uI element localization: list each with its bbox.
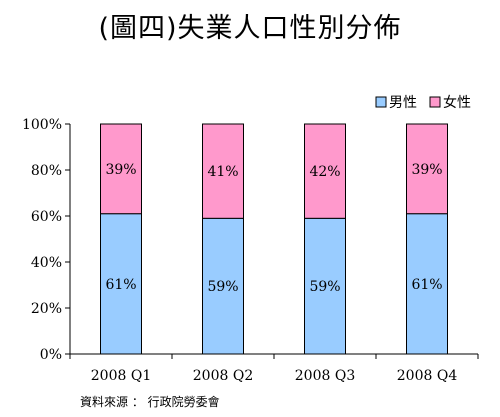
bar-female	[406, 123, 448, 215]
y-tick-label: 100%	[22, 117, 62, 133]
data-label-female: 42%	[309, 164, 340, 180]
source-note: 資料來源 ： 行政院勞委會	[80, 395, 220, 409]
data-label-male: 61%	[411, 277, 442, 293]
data-label-female: 39%	[411, 162, 442, 178]
tick-labels: 0% 20% 40% 60% 80% 100% 2008 Q1 2008 Q2 2008 Q3 2…	[22, 117, 457, 384]
y-tick-label: 20%	[31, 301, 62, 317]
data-label-female: 41%	[207, 164, 238, 180]
x-tick-label: 2008 Q1	[91, 368, 151, 384]
bar-female	[202, 123, 244, 219]
bar-female	[304, 123, 346, 219]
data-label-male: 61%	[105, 277, 136, 293]
data-label-female: 39%	[105, 162, 136, 178]
y-tick-label: 60%	[31, 209, 62, 225]
legend-swatch-female	[429, 96, 441, 108]
data-label-male: 59%	[309, 279, 340, 295]
data-label-male: 59%	[207, 279, 238, 295]
bar-female	[100, 123, 142, 215]
chart-title: (圖四)失業人口性別分佈	[98, 13, 402, 44]
bar-male	[100, 213, 142, 355]
legend-swatch-male	[375, 96, 387, 108]
y-tick-label: 40%	[31, 255, 62, 271]
bars: 61% 39% 59% 41% 59% 42% 61% 39%	[100, 123, 448, 355]
x-tick-label: 2008 Q2	[193, 368, 253, 384]
legend-label-female: 女性	[443, 94, 471, 111]
x-tick-label: 2008 Q4	[397, 368, 458, 384]
x-tick-label: 2008 Q3	[295, 368, 355, 384]
bar-male	[202, 217, 244, 355]
legend: 男性 女性	[375, 94, 471, 111]
legend-label-male: 男性	[389, 95, 417, 111]
y-tick-label: 0%	[40, 347, 62, 363]
bar-male	[304, 217, 346, 355]
y-tick-label: 80%	[31, 163, 62, 179]
